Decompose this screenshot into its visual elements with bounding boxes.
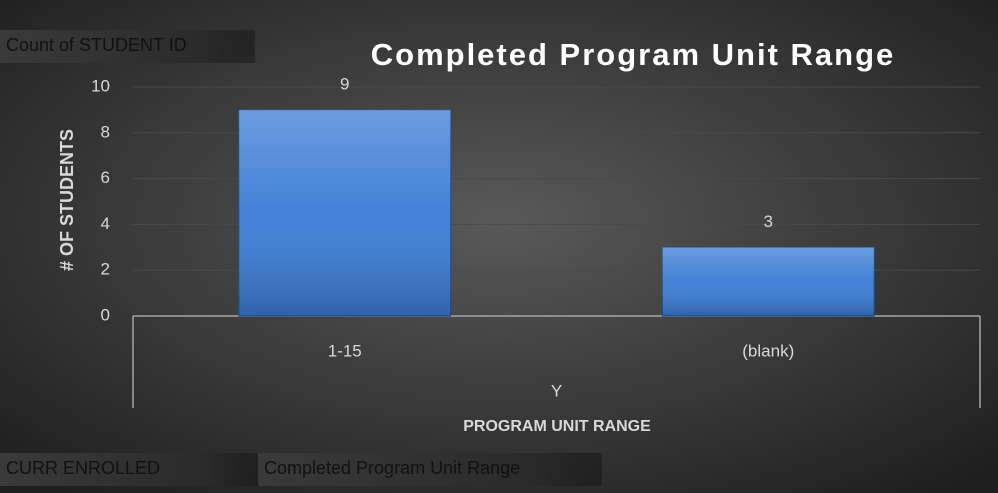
y-tick-label: 10 bbox=[91, 76, 110, 95]
data-label: 9 bbox=[340, 74, 349, 93]
outer-category-label: Y bbox=[551, 381, 562, 400]
field-button[interactable] bbox=[0, 453, 258, 486]
axis-field-button[interactable]: Completed Program Unit Range bbox=[264, 458, 520, 478]
y-tick-label: 8 bbox=[101, 122, 110, 141]
field-button[interactable] bbox=[0, 30, 255, 63]
axis-field-button[interactable]: CURR ENROLLED bbox=[6, 458, 160, 478]
data-label: 3 bbox=[764, 212, 773, 231]
y-tick-label: 6 bbox=[101, 168, 110, 187]
bar-shine bbox=[238, 109, 451, 317]
x-axis-label: PROGRAM UNIT RANGE bbox=[463, 418, 651, 435]
x-tick-label: (blank) bbox=[742, 341, 794, 360]
y-tick-label: 2 bbox=[101, 260, 110, 279]
y-axis-label: # OF STUDENTS bbox=[57, 129, 77, 271]
bar-shine bbox=[662, 247, 875, 316]
chart-title: Completed Program Unit Range bbox=[371, 37, 896, 72]
y-tick-label: 0 bbox=[101, 305, 110, 324]
field-button[interactable] bbox=[258, 453, 602, 486]
x-tick-label: 1-15 bbox=[328, 341, 362, 360]
y-tick-label: 4 bbox=[101, 214, 110, 233]
value-field-button[interactable]: Count of STUDENT ID bbox=[6, 35, 187, 55]
